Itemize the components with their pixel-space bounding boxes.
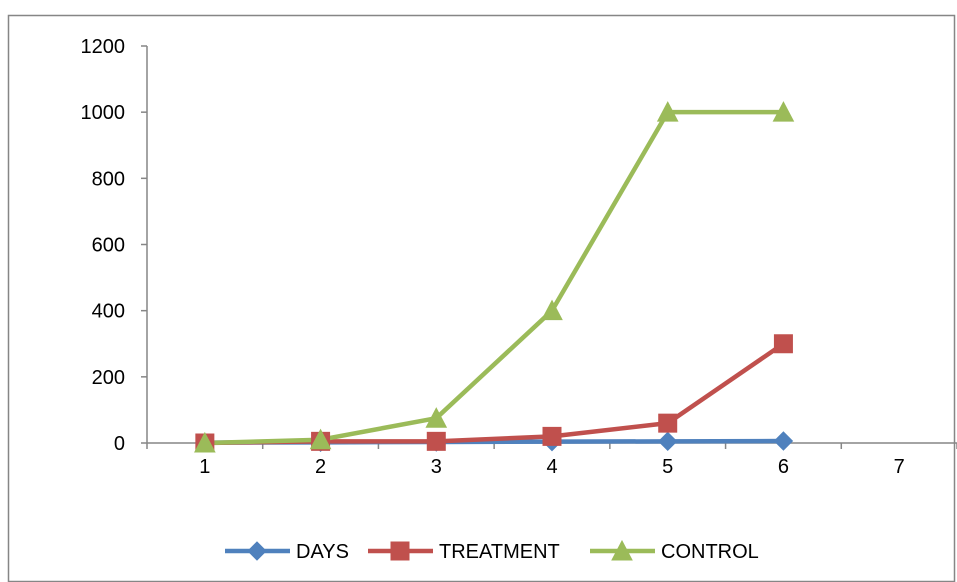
legend-item-treatment: TREATMENT bbox=[368, 541, 560, 563]
legend-item-days: DAYS bbox=[225, 541, 349, 563]
data-point-control bbox=[309, 428, 332, 450]
tick-labels: 0 200 400 600 800 1000 1200 1 2 3 4 5 6 7 bbox=[81, 36, 905, 478]
legend-label: TREATMENT bbox=[439, 541, 560, 563]
y-tick-label: 1200 bbox=[81, 36, 126, 58]
data-point-control bbox=[541, 299, 563, 321]
data-point-treatment bbox=[773, 334, 793, 354]
x-tick-label: 2 bbox=[315, 456, 326, 478]
y-tick-label: 400 bbox=[92, 301, 125, 323]
x-tick-label: 6 bbox=[778, 456, 789, 478]
legend-marker bbox=[247, 541, 267, 561]
series-markers bbox=[194, 101, 795, 453]
data-point-treatment bbox=[542, 426, 562, 446]
data-point-control bbox=[656, 101, 679, 122]
data-point-days bbox=[658, 431, 678, 452]
y-tick-label: 600 bbox=[92, 235, 125, 257]
series-lines bbox=[204, 109, 785, 446]
legend-marker bbox=[390, 541, 410, 561]
x-tick-label: 4 bbox=[546, 456, 557, 478]
legend-marker bbox=[611, 539, 633, 561]
y-tick-label: 800 bbox=[92, 168, 125, 190]
data-point-treatment bbox=[426, 431, 446, 451]
y-tick-label: 200 bbox=[92, 367, 125, 389]
chart-frame bbox=[7, 14, 956, 582]
legend: DAYS TREATMENT CONTROL bbox=[225, 539, 759, 563]
data-point-control bbox=[194, 431, 216, 453]
legend-label: DAYS bbox=[296, 541, 349, 563]
legend-label: CONTROL bbox=[661, 541, 759, 563]
data-point-days bbox=[773, 431, 794, 451]
data-point-control bbox=[425, 407, 448, 428]
x-tick-label: 3 bbox=[431, 456, 442, 478]
y-tick-label: 1000 bbox=[81, 102, 126, 124]
data-point-control bbox=[772, 101, 795, 122]
legend-item-control: CONTROL bbox=[590, 539, 759, 563]
series-line-control bbox=[204, 109, 784, 446]
x-tick-label: 7 bbox=[894, 456, 905, 478]
x-tick-label: 1 bbox=[199, 456, 210, 478]
data-point-treatment bbox=[658, 413, 678, 433]
y-tick-label: 0 bbox=[114, 433, 125, 455]
x-tick-label: 5 bbox=[662, 456, 673, 478]
